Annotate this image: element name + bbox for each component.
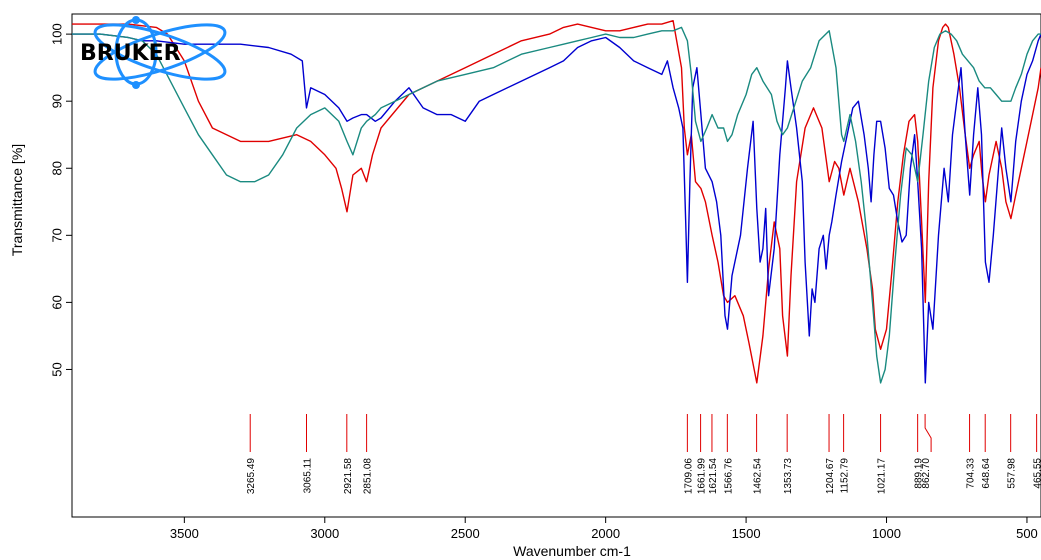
y-axis: 50 60 70 80 90 100	[49, 23, 72, 377]
peak-label: 2921.58	[343, 458, 354, 495]
peak-marker-group: 3265.49 3065.11 2921.58 2851.08 1709.06 1661.…	[246, 414, 1041, 494]
peak-label: 1661.99	[697, 458, 708, 495]
x-tick-label: 3500	[170, 526, 199, 541]
peak-label: 648.64	[981, 458, 992, 489]
y-tick-label: 50	[49, 362, 64, 376]
peak-label: 465.55	[1033, 458, 1041, 489]
x-tick-label: 2500	[451, 526, 480, 541]
x-tick-label: 2000	[591, 526, 620, 541]
peak-label: 704.33	[966, 458, 977, 489]
x-tick-label: 500	[1016, 526, 1038, 541]
spectrum-series-group	[72, 20, 1041, 384]
peak-label: 1152.79	[840, 458, 851, 494]
peak-label: 1709.06	[683, 458, 694, 495]
bruker-logo: BRUKER	[80, 16, 227, 89]
peak-label: 557.98	[1007, 458, 1018, 489]
x-tick-label: 3000	[310, 526, 339, 541]
peak-marker	[924, 414, 932, 452]
peak-label: 1353.73	[783, 458, 794, 495]
x-tick-label: 1000	[872, 526, 901, 541]
y-tick-label: 60	[49, 295, 64, 309]
peak-label: 1021.17	[877, 458, 888, 495]
logo-electron-bottom	[132, 81, 140, 89]
peak-label: 1621.54	[708, 458, 719, 495]
peak-label: 1204.67	[825, 458, 836, 495]
y-tick-label: 80	[49, 161, 64, 175]
peak-label: 862.70	[921, 458, 932, 489]
spectrum-line-1	[72, 20, 1041, 384]
spectrum-line-2	[72, 33, 1041, 384]
x-axis-title: Wavenumber cm-1	[513, 543, 631, 559]
x-tick-label: 1500	[732, 526, 761, 541]
spectrum-line-3	[72, 26, 1041, 384]
peak-label: 3265.49	[246, 458, 257, 495]
logo-electron-top	[132, 16, 140, 24]
peak-label: 3065.11	[302, 458, 313, 494]
peak-label: 2851.08	[363, 458, 374, 495]
peak-label: 889.19	[914, 458, 925, 489]
y-tick-label: 100	[49, 23, 64, 45]
peak-label: 1462.54	[753, 458, 764, 495]
y-tick-label: 70	[49, 228, 64, 242]
logo-text: BRUKER	[80, 41, 181, 66]
peak-label: 1566.76	[723, 458, 734, 495]
x-axis: 3500 3000 2500 2000 1500 1000 500	[170, 517, 1038, 541]
y-tick-label: 90	[49, 94, 64, 108]
plot-frame	[71, 13, 1041, 518]
y-axis-title: Transmittance [%]	[9, 144, 25, 256]
